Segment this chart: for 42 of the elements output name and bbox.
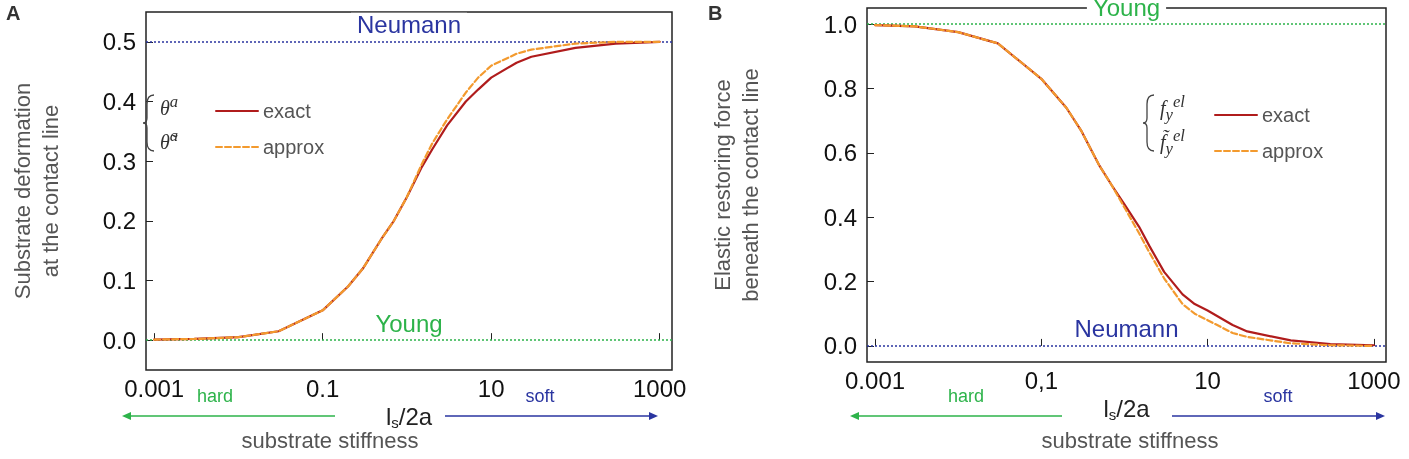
legend-label: approx bbox=[1262, 140, 1324, 162]
text: substrate stiffness bbox=[241, 428, 419, 454]
y-tick-label: 0.5 bbox=[102, 28, 136, 56]
text: soft bbox=[525, 386, 555, 407]
x-tick-label: 0,1 bbox=[1024, 366, 1059, 394]
y-axis-title: Elastic restoring force beneath the contact line bbox=[709, 68, 763, 302]
legend-label: exact bbox=[263, 100, 312, 122]
y-tick-label: 0.6 bbox=[823, 139, 857, 167]
y-tick-label: 0.2 bbox=[823, 268, 857, 296]
legend-label: approx bbox=[263, 136, 325, 158]
x-axis-title: ls/2a bbox=[1103, 395, 1151, 423]
y-tick-label: 0.0 bbox=[823, 332, 857, 360]
ref-line-label: Young bbox=[1092, 0, 1161, 21]
text: substrate stiffness bbox=[1041, 428, 1219, 454]
y-tick-label: 0.0 bbox=[102, 326, 136, 354]
text: B bbox=[708, 2, 723, 25]
y-tick-label: 0.4 bbox=[823, 203, 857, 231]
annotation: θ̃$^{a}$ bbox=[160, 126, 179, 154]
x-axis-title: ls/2a bbox=[385, 403, 433, 431]
ref-line-label: Neumann bbox=[1074, 315, 1179, 343]
x-tick-label: 0.1 bbox=[305, 374, 340, 402]
y-tick-label: 1.0 bbox=[823, 10, 857, 38]
ref-line-label: Neumann bbox=[356, 11, 462, 39]
y-tick-label: 0.3 bbox=[102, 147, 136, 175]
text: hard bbox=[947, 386, 985, 407]
x-tick-label: 10 bbox=[477, 374, 505, 402]
annotation: θ$^{a}$ bbox=[160, 92, 179, 120]
x-tick-label: 0.001 bbox=[124, 374, 185, 402]
y-tick-label: 0.8 bbox=[823, 74, 857, 102]
y-axis-title: Substrate deformation at the contact line bbox=[9, 82, 63, 300]
y-tick-label: 0.4 bbox=[102, 88, 136, 115]
x-tick-label: 1000 bbox=[1347, 366, 1401, 394]
legend-label: exact bbox=[1262, 104, 1311, 126]
ref-line-label: Young bbox=[375, 309, 443, 337]
y-tick-label: 0.2 bbox=[102, 207, 136, 235]
text: hard bbox=[196, 386, 234, 407]
text: A bbox=[6, 2, 21, 25]
y-tick-label: 0.1 bbox=[102, 267, 136, 294]
text: soft bbox=[1263, 386, 1293, 407]
x-tick-label: 1000 bbox=[632, 374, 687, 402]
x-tick-label: 10 bbox=[1194, 366, 1221, 394]
x-tick-label: 0.001 bbox=[845, 366, 906, 394]
